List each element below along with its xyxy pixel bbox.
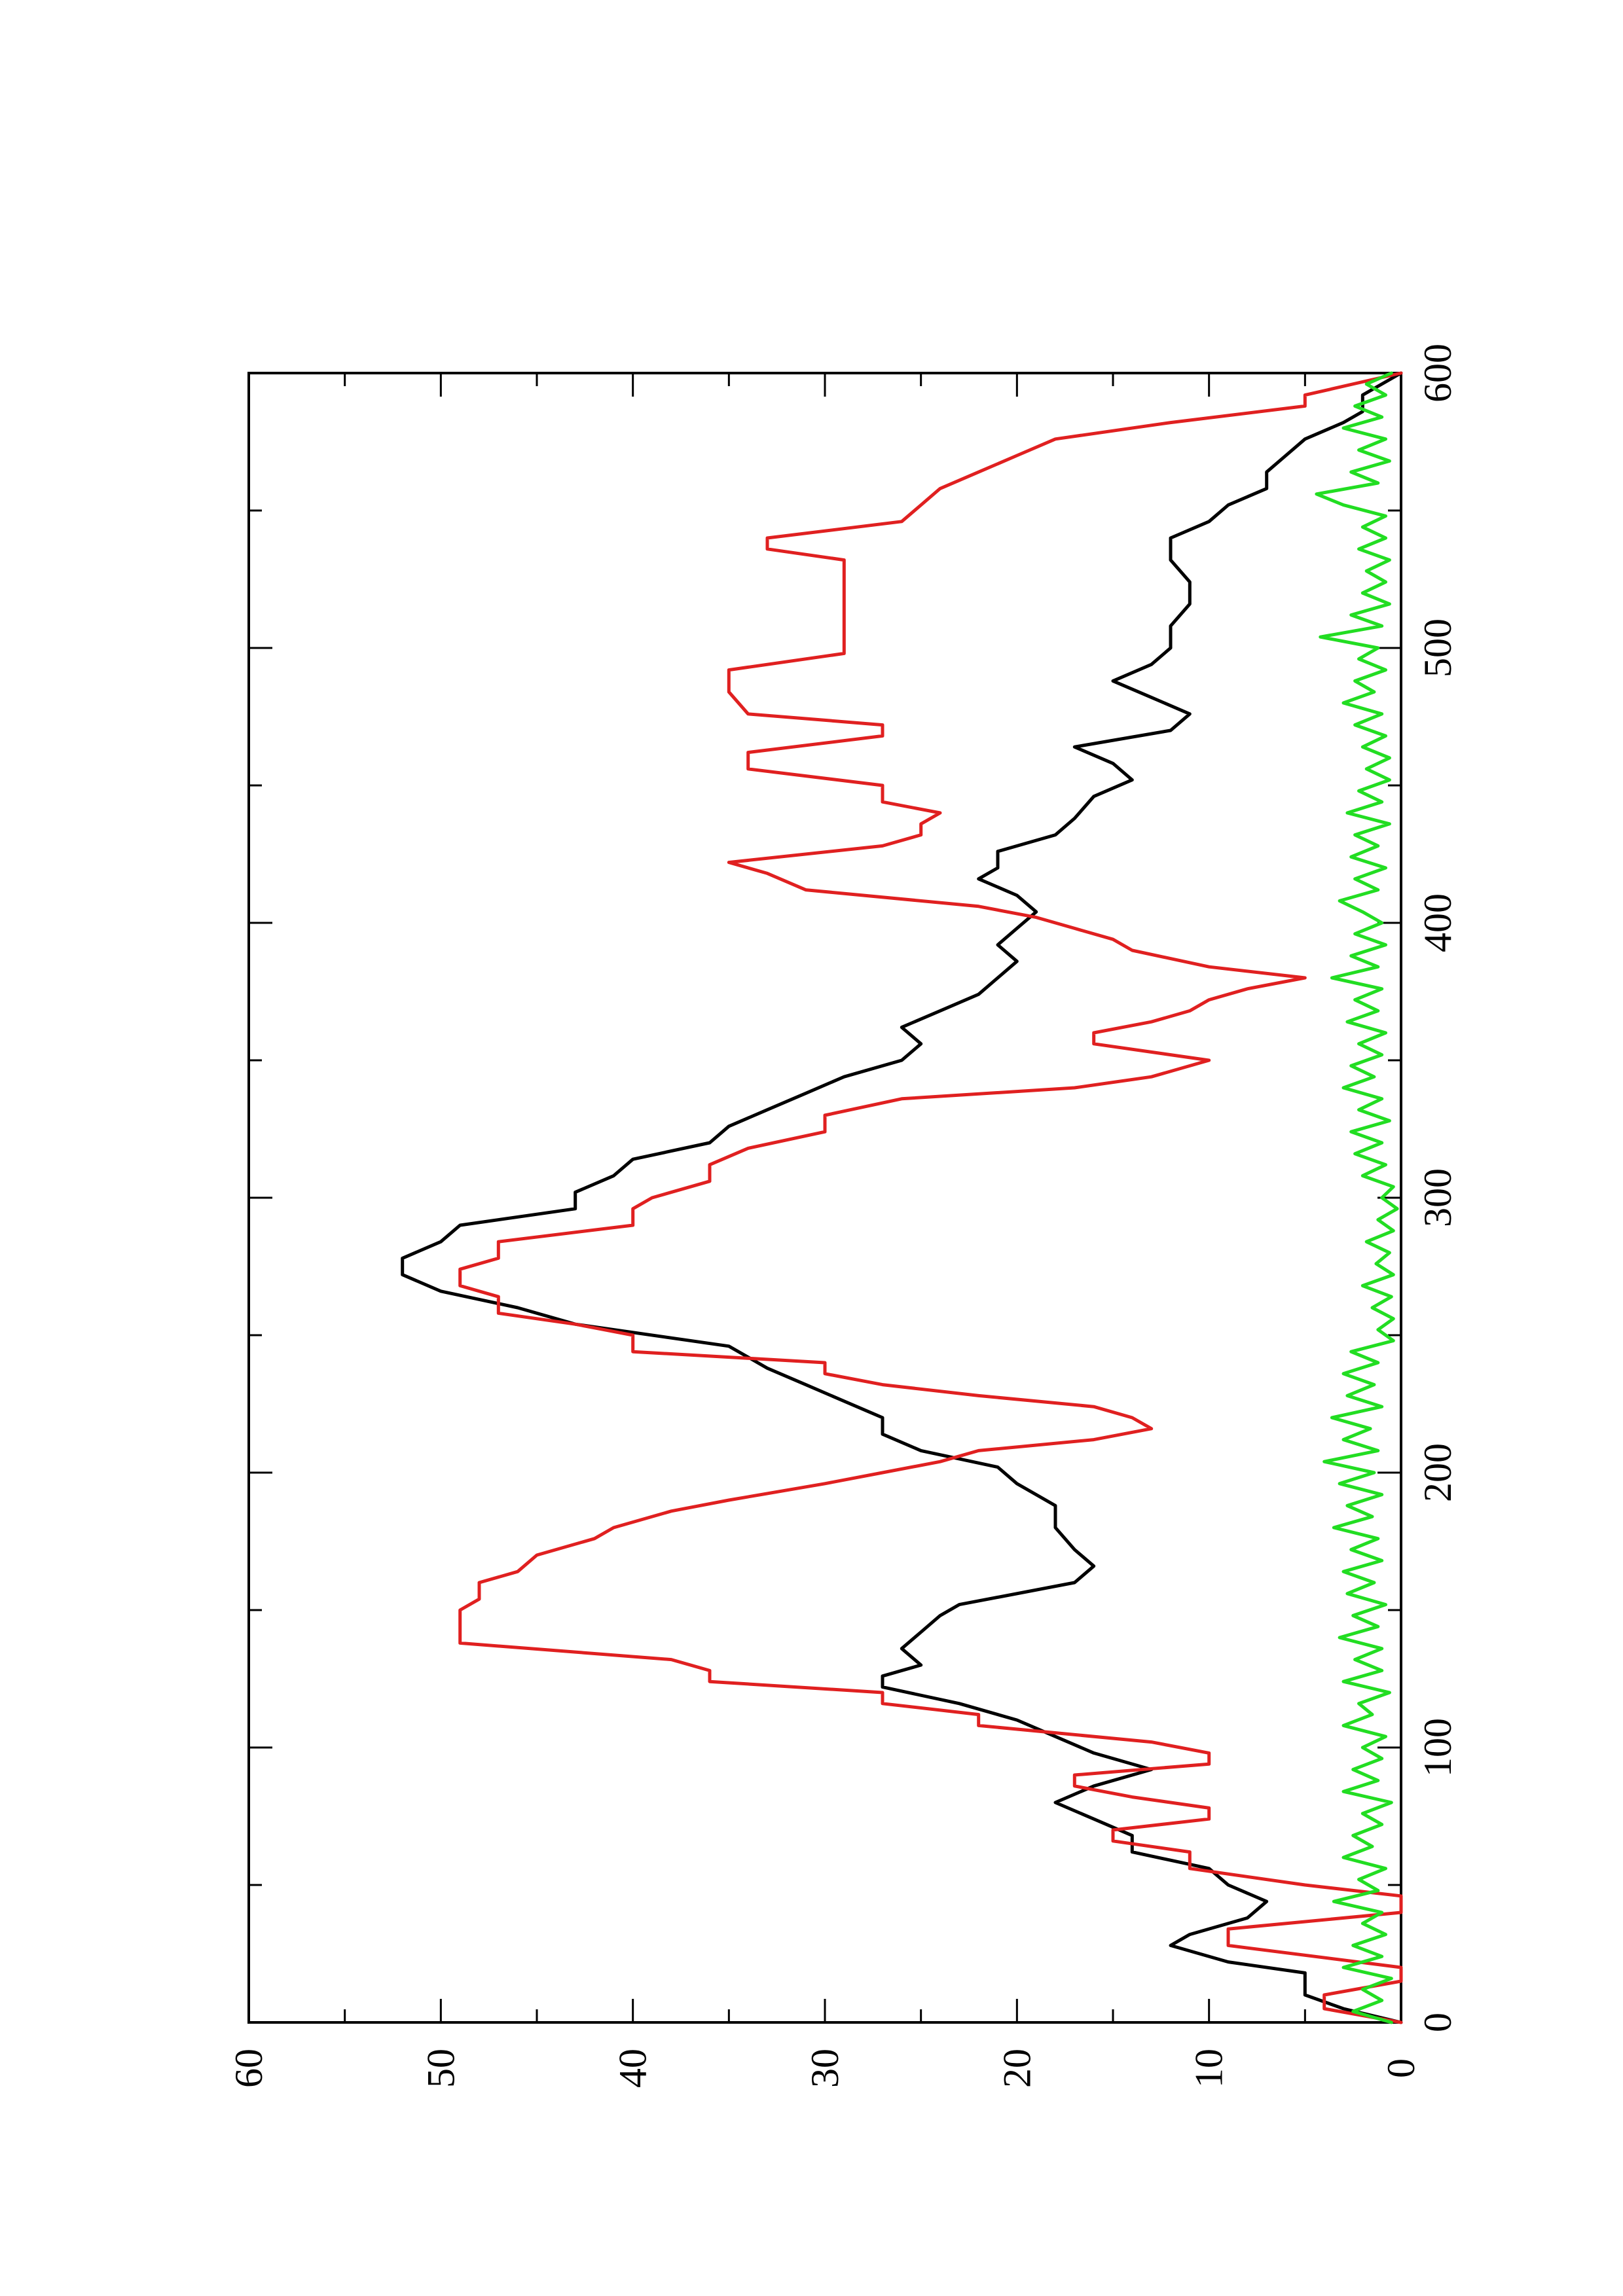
y-tick-label: 0: [1379, 2058, 1423, 2078]
series-line-3: [1315, 371, 1399, 2024]
y-tick-label: 50: [419, 2049, 462, 2088]
tick-labels: 0 100 200 300 400 500 600 0 10 20 30 40 50 60: [227, 344, 1459, 2088]
y-tick-label: 30: [803, 2049, 847, 2088]
x-tick-label: 400: [1416, 893, 1459, 952]
series-layer: [401, 371, 1403, 2024]
y-tick-label: 40: [611, 2049, 655, 2088]
x-tick-label: 100: [1416, 1718, 1459, 1777]
x-tick-label: 300: [1416, 1168, 1459, 1227]
y-tick-label: 20: [995, 2049, 1038, 2088]
plot-frame: [247, 372, 1402, 2024]
x-tick-label: 200: [1416, 1443, 1459, 1502]
x-tick-label: 0: [1416, 2013, 1459, 2032]
series-line-2: [458, 371, 1403, 2024]
axis-ticks: [247, 372, 1402, 2024]
series-line-1: [401, 371, 1403, 2024]
y-tick-label: 10: [1188, 2049, 1231, 2088]
x-tick-label: 500: [1416, 619, 1459, 677]
y-tick-label: 60: [227, 2049, 270, 2088]
x-tick-label: 600: [1416, 344, 1459, 403]
